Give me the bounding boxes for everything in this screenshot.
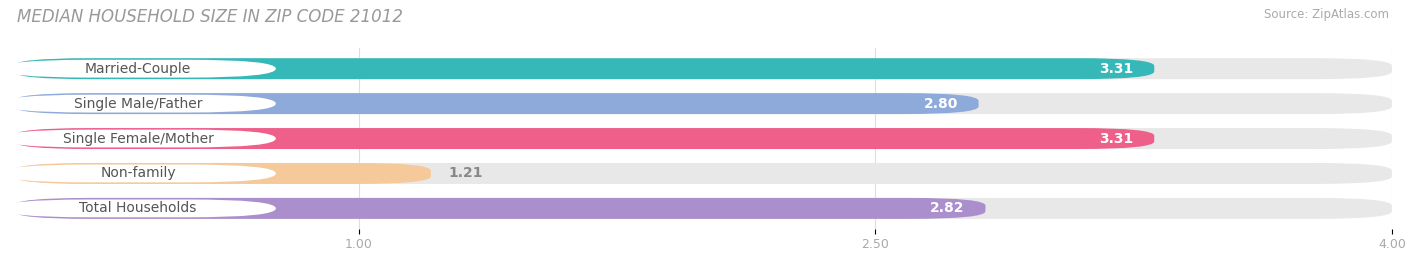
FancyBboxPatch shape [0,60,276,77]
Text: Single Female/Mother: Single Female/Mother [63,132,214,146]
Text: 3.31: 3.31 [1099,132,1133,146]
FancyBboxPatch shape [14,198,986,219]
FancyBboxPatch shape [14,58,1392,79]
Text: Source: ZipAtlas.com: Source: ZipAtlas.com [1264,8,1389,21]
FancyBboxPatch shape [0,165,276,182]
FancyBboxPatch shape [14,163,1392,184]
FancyBboxPatch shape [14,58,1154,79]
Text: 2.80: 2.80 [924,97,957,111]
Text: Non-family: Non-family [100,167,176,180]
FancyBboxPatch shape [14,128,1392,149]
Text: MEDIAN HOUSEHOLD SIZE IN ZIP CODE 21012: MEDIAN HOUSEHOLD SIZE IN ZIP CODE 21012 [17,8,404,26]
FancyBboxPatch shape [0,95,276,112]
Text: Single Male/Father: Single Male/Father [75,97,202,111]
Text: 2.82: 2.82 [931,201,965,215]
Text: 3.31: 3.31 [1099,62,1133,76]
FancyBboxPatch shape [0,130,276,147]
FancyBboxPatch shape [14,93,979,114]
Text: Total Households: Total Households [79,201,197,215]
FancyBboxPatch shape [14,163,430,184]
Text: 1.21: 1.21 [449,167,482,180]
FancyBboxPatch shape [14,198,1392,219]
FancyBboxPatch shape [0,200,276,217]
FancyBboxPatch shape [14,93,1392,114]
Text: Married-Couple: Married-Couple [84,62,191,76]
FancyBboxPatch shape [14,128,1154,149]
